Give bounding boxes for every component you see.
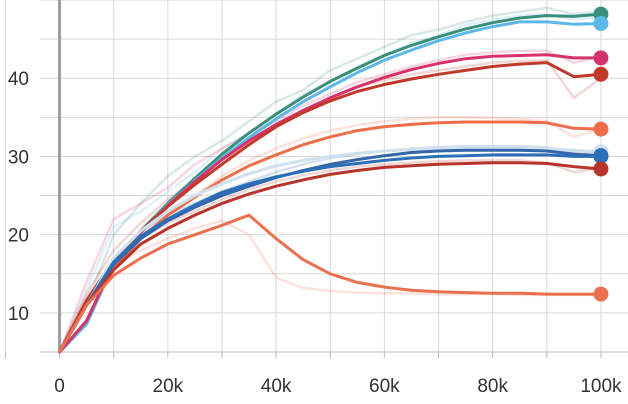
x-tick-label: 80k (477, 376, 508, 397)
series-6-line[interactable] (58, 148, 603, 354)
series-9-line[interactable] (58, 213, 603, 354)
series-9-end-marker[interactable] (593, 286, 609, 302)
x-tick-label: 60k (369, 376, 400, 397)
series-8-end-marker[interactable] (593, 161, 609, 177)
series-2-end-marker[interactable] (593, 50, 609, 66)
y-tick-label: 40 (8, 69, 29, 90)
tick-labels: 0 20k 40k 60k 80k 100k 10 20 30 40 (8, 69, 622, 397)
y-tick-label: 20 (8, 226, 29, 247)
series-2-raw-line (58, 49, 602, 353)
y-tick-label: 30 (8, 147, 29, 168)
series-3-end-marker[interactable] (593, 66, 609, 82)
series-4-raw-line (58, 116, 602, 353)
series-0-raw-line (58, 6, 602, 353)
series-5-line[interactable] (58, 146, 603, 354)
smoothed-series-lines (58, 12, 603, 354)
series-end-markers (593, 6, 609, 302)
y-tick-label: 10 (8, 304, 29, 325)
series-7-end-marker[interactable] (593, 148, 609, 164)
series-8-line[interactable] (58, 161, 603, 354)
x-tick-label: 40k (261, 376, 292, 397)
series-1-end-marker[interactable] (593, 15, 609, 31)
axes (4, 0, 628, 358)
x-tick-label: 100k (580, 376, 622, 397)
series-4-end-marker[interactable] (593, 121, 609, 137)
series-7-line[interactable] (58, 153, 603, 354)
x-tick-label: 20k (153, 376, 184, 397)
x-tick-label: 0 (54, 376, 65, 397)
